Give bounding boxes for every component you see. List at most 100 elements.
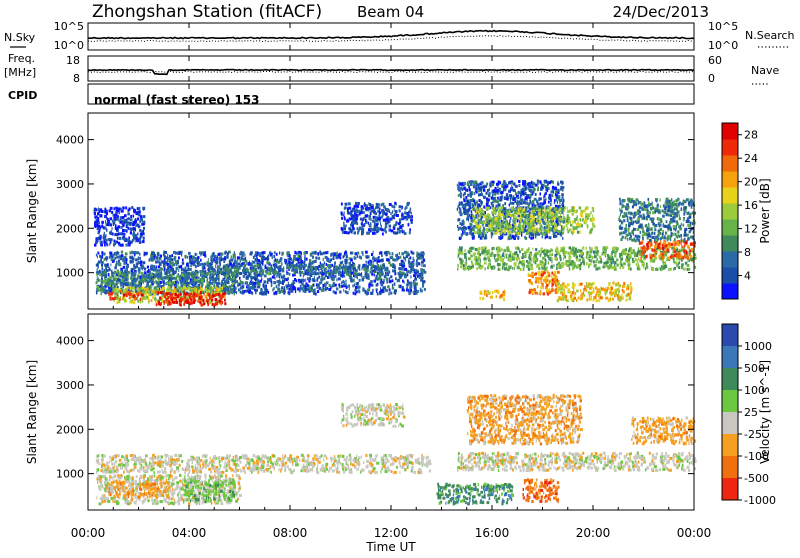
data-cell xyxy=(105,210,108,213)
data-cell xyxy=(125,290,127,293)
data-cell xyxy=(466,218,468,221)
data-cell xyxy=(489,188,490,191)
data-cell xyxy=(139,257,141,260)
data-cell xyxy=(126,261,127,264)
data-cell xyxy=(266,261,269,264)
data-cell xyxy=(111,258,113,261)
data-cell xyxy=(193,298,195,301)
data-cell xyxy=(535,193,537,196)
data-cell xyxy=(521,248,524,251)
data-cell xyxy=(223,278,225,281)
data-cell xyxy=(464,249,465,252)
data-cell xyxy=(100,283,102,286)
data-cell xyxy=(312,261,315,264)
data-cell xyxy=(381,259,384,262)
data-cell xyxy=(371,218,372,221)
data-cell xyxy=(402,268,404,271)
data-cell xyxy=(483,189,485,192)
data-cell xyxy=(168,298,169,301)
data-cell xyxy=(181,251,182,254)
data-cell xyxy=(224,285,227,288)
data-cell xyxy=(356,205,359,208)
data-cell xyxy=(395,277,397,280)
data-cell xyxy=(278,267,280,270)
data-cell xyxy=(146,280,147,283)
data-cell xyxy=(385,225,388,228)
data-cell xyxy=(410,275,411,278)
data-cell xyxy=(503,189,504,192)
data-cell xyxy=(560,258,562,261)
data-cell xyxy=(114,240,116,243)
data-cell xyxy=(500,237,502,240)
data-cell xyxy=(358,210,361,213)
data-cell xyxy=(172,268,174,271)
data-cell xyxy=(130,231,131,234)
data-cell xyxy=(103,253,106,256)
data-cell xyxy=(395,292,396,295)
data-cell xyxy=(411,212,412,215)
data-cell xyxy=(276,260,278,263)
data-cell xyxy=(260,267,263,270)
data-cell xyxy=(281,286,283,289)
data-cell xyxy=(354,292,355,295)
data-cell xyxy=(250,251,253,254)
data-cell xyxy=(378,214,380,217)
data-cell xyxy=(529,211,531,214)
data-cell xyxy=(369,224,372,227)
data-cell xyxy=(484,237,486,240)
data-cell xyxy=(130,228,132,231)
data-cell xyxy=(122,237,123,240)
data-cell xyxy=(115,227,118,230)
data-cell xyxy=(367,232,370,235)
data-cell xyxy=(387,258,390,261)
data-cell xyxy=(150,293,152,296)
data-cell xyxy=(357,202,360,205)
data-cell xyxy=(153,281,155,284)
data-cell xyxy=(561,193,564,196)
data-cell xyxy=(474,192,475,195)
data-cell xyxy=(157,273,158,276)
data-cell xyxy=(535,248,536,251)
data-cell xyxy=(457,264,458,267)
data-cell xyxy=(376,223,378,226)
data-cell xyxy=(252,276,255,279)
data-cell xyxy=(516,202,519,205)
data-cell xyxy=(161,277,163,280)
data-cell xyxy=(122,206,124,209)
data-cell xyxy=(286,270,287,273)
cpid-text: normal (fast stereo) 153 xyxy=(94,93,260,107)
data-cell xyxy=(281,262,282,265)
data-cell xyxy=(120,232,123,235)
data-cell xyxy=(126,244,128,247)
data-cell xyxy=(180,265,182,268)
data-cell xyxy=(313,284,315,287)
data-cell xyxy=(280,265,282,268)
data-cell xyxy=(348,227,351,230)
data-cell xyxy=(227,268,229,271)
data-cell xyxy=(117,288,118,291)
data-cell xyxy=(287,266,290,269)
data-cell xyxy=(127,223,129,226)
data-cell xyxy=(174,289,177,292)
freq-tick-low: 8 xyxy=(73,72,80,85)
data-cell xyxy=(171,261,174,264)
data-cell xyxy=(187,256,189,259)
data-cell xyxy=(287,254,289,257)
data-cell xyxy=(148,294,149,297)
data-cell xyxy=(354,284,355,287)
data-cell xyxy=(110,232,113,235)
data-cell xyxy=(539,193,541,196)
data-cell xyxy=(175,261,178,264)
data-cell xyxy=(106,229,108,232)
data-cell xyxy=(288,292,290,295)
data-cell xyxy=(325,271,328,274)
data-cell xyxy=(141,294,144,297)
data-cell xyxy=(404,268,407,271)
data-cell xyxy=(187,286,190,289)
data-cell xyxy=(485,267,486,270)
data-cell xyxy=(619,253,622,256)
data-cell xyxy=(275,281,277,284)
data-cell xyxy=(171,268,172,271)
data-cell xyxy=(268,291,270,294)
data-cell xyxy=(327,251,329,254)
